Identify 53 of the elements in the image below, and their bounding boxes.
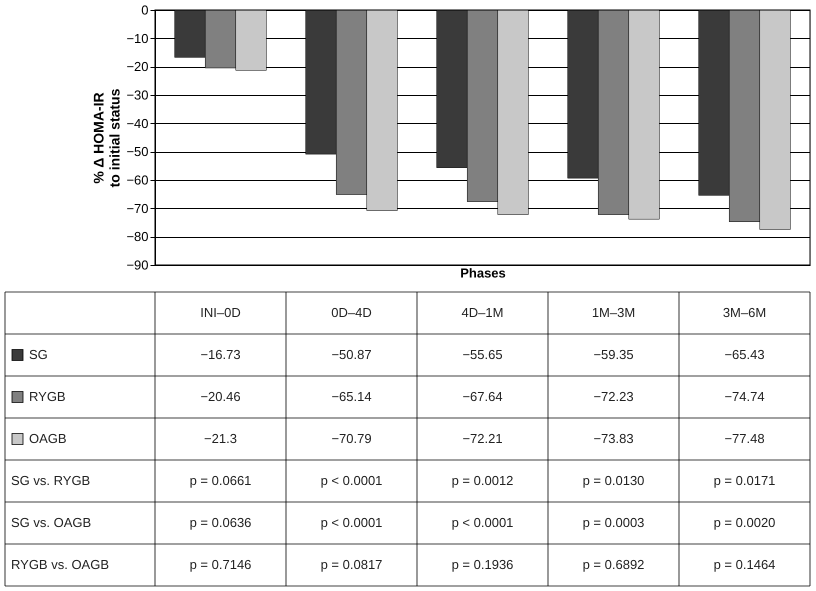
x-tick-label: INI–0D <box>200 305 241 320</box>
data-label: −77.48 <box>724 431 765 446</box>
text: RYGB vs. OAGB <box>11 557 110 572</box>
y-tick-label: −10 <box>126 30 148 46</box>
x-axis-title: Phases <box>460 266 506 280</box>
y-tick-label: −90 <box>126 258 148 272</box>
data-label: −74.74 <box>724 389 765 404</box>
text: p = 0.0817 <box>320 557 382 572</box>
y-tick-label: −70 <box>126 200 148 216</box>
text: p = 0.0661 <box>190 473 252 488</box>
data-label: −72.23 <box>593 389 634 404</box>
legend-label: OAGB <box>29 431 67 446</box>
legend-label: SG <box>29 347 48 362</box>
legend-label: RYGB <box>29 389 66 404</box>
text: p = 0.0636 <box>190 515 252 530</box>
x-tick-label: 1M–3M <box>592 305 636 320</box>
text: p = 0.0003 <box>582 515 644 530</box>
data-label: −50.87 <box>331 347 372 362</box>
y-tick-label: −80 <box>126 229 148 244</box>
data-label: −67.64 <box>462 389 503 404</box>
data-label: −55.65 <box>462 347 503 362</box>
x-tick-label: 3M–6M <box>722 305 766 320</box>
text: p = 0.0171 <box>714 473 776 488</box>
y-tick-label: −30 <box>126 88 148 102</box>
y-tick-label: 0 <box>141 2 148 18</box>
text: SG vs. OAGB <box>11 515 92 530</box>
text: p = 0.0020 <box>714 515 776 530</box>
text: p = 0.1936 <box>452 557 514 572</box>
text: p = 0.1464 <box>714 557 776 572</box>
data-label: −70.79 <box>331 431 372 446</box>
data-label: −59.35 <box>593 347 634 362</box>
text: p < 0.0001 <box>320 473 382 488</box>
text: p = 0.0130 <box>582 473 644 488</box>
data-label: −20.46 <box>200 389 241 404</box>
y-tick-label: −50 <box>126 144 148 160</box>
text: p = 0.0012 <box>452 473 514 488</box>
data-label: −73.83 <box>593 431 634 446</box>
text: p = 0.7146 <box>190 557 252 572</box>
text: p = 0.6892 <box>582 557 644 572</box>
data-label: −21.3 <box>204 431 237 446</box>
data-label: −65.43 <box>724 347 765 362</box>
y-tick-label: −60 <box>126 172 148 188</box>
y-axis-title: % Δ HOMA-IR to initial status <box>90 88 122 188</box>
x-tick-label: 4D–1M <box>462 305 504 320</box>
text: SG vs. RYGB <box>11 473 90 488</box>
text: p < 0.0001 <box>320 515 382 530</box>
data-label: −72.21 <box>462 431 503 446</box>
text: p < 0.0001 <box>452 515 514 530</box>
y-tick-label: −20 <box>126 59 148 74</box>
x-tick-label: 0D–4D <box>331 305 372 320</box>
data-label: −65.14 <box>331 389 372 404</box>
y-tick-label: −40 <box>126 116 148 131</box>
data-label: −16.73 <box>200 347 241 362</box>
